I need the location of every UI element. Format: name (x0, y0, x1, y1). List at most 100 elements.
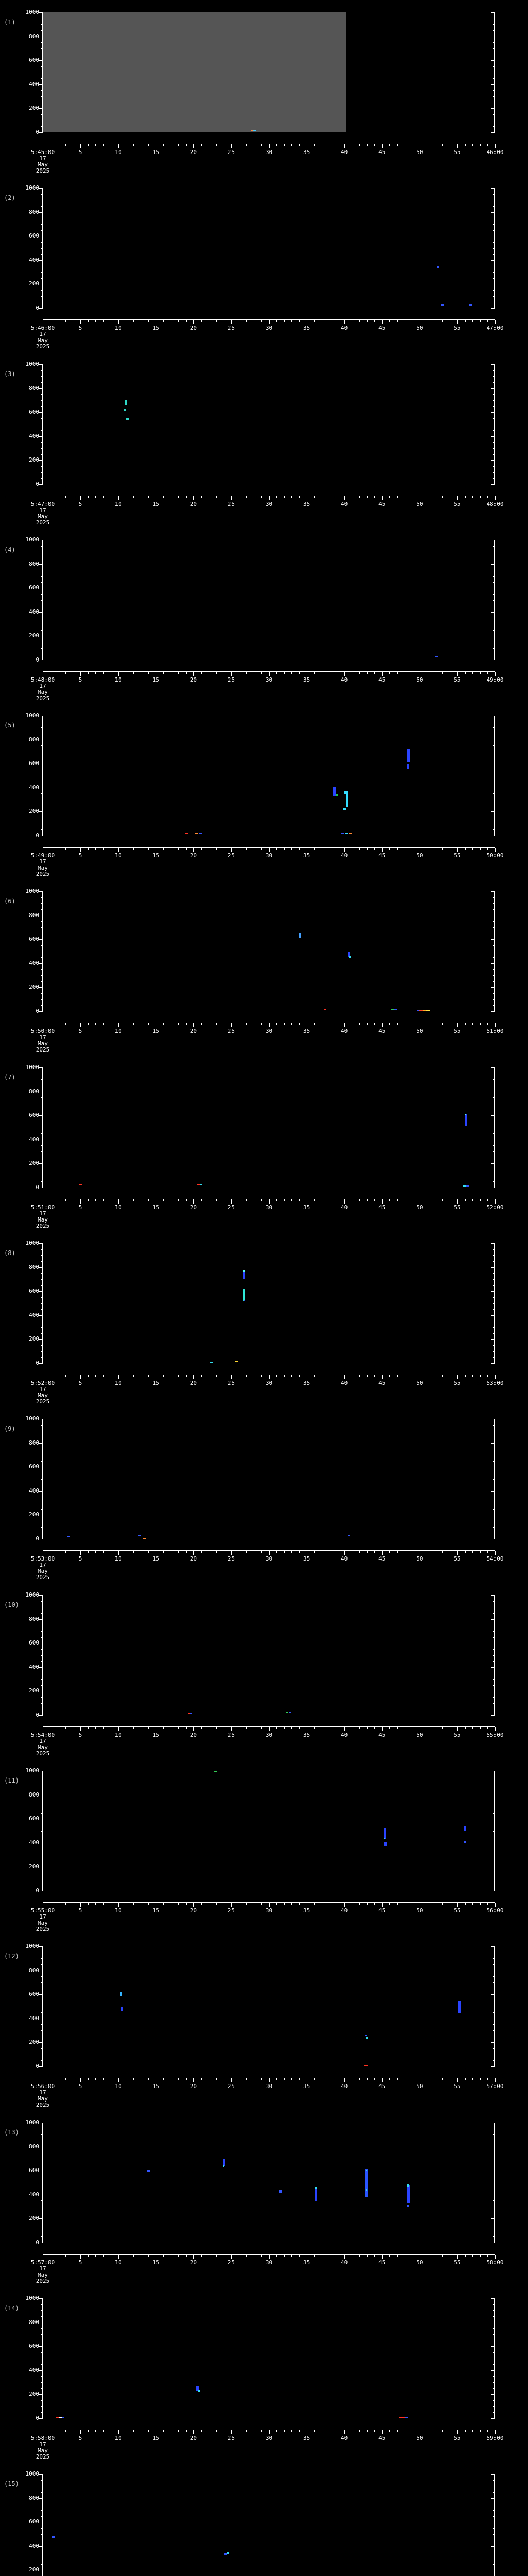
time-axis-line (43, 1550, 495, 1551)
x-tick-label: 25 (227, 501, 235, 507)
y-minor-tick (493, 242, 495, 243)
y-minor-tick (493, 1327, 495, 1328)
signal-mark (466, 1185, 469, 1187)
end-time-label: 56:00 (486, 1907, 504, 1914)
signal-mark (52, 2536, 55, 2538)
x-minor-tick (246, 496, 247, 498)
y-axis-line (42, 1067, 43, 1188)
x-minor-tick (367, 1023, 368, 1025)
y-major-tick (39, 1490, 43, 1492)
x-tick-label: 15 (152, 676, 159, 683)
y-tick-label: 400 (29, 2542, 39, 2549)
signal-mark (407, 2184, 409, 2187)
x-minor-tick (284, 2255, 285, 2257)
x-tick-label: 20 (190, 149, 197, 156)
panel-number-label: (14) (4, 2304, 19, 2312)
date-label: 17 (39, 2089, 46, 2096)
x-minor-tick (133, 2430, 134, 2432)
y-tick-label: 400 (29, 1839, 39, 1846)
y-major-tick (39, 963, 43, 964)
x-tick-label: 40 (341, 1555, 348, 1562)
x-minor-tick (359, 144, 360, 146)
y-tick-label: 1000 (25, 1767, 40, 1774)
y-minor-tick (41, 2492, 43, 2493)
x-minor-tick (389, 848, 390, 850)
y-minor-tick (493, 1812, 495, 1814)
y-major-tick (491, 212, 495, 213)
x-tick-label: 5 (78, 1380, 82, 1386)
y-minor-tick (41, 24, 43, 25)
y-minor-tick (493, 1249, 495, 1250)
x-minor-tick (291, 2078, 292, 2080)
y-major-tick (491, 2474, 495, 2475)
y-minor-tick (41, 2048, 43, 2049)
x-minor-tick (465, 1023, 466, 1025)
x-minor-tick (163, 320, 164, 322)
x-minor-tick (133, 1199, 134, 1201)
x-tick-label: 30 (265, 852, 273, 859)
y-minor-tick (493, 1703, 495, 1704)
x-minor-tick (163, 672, 164, 674)
x-tick-label: 10 (114, 1555, 122, 1562)
x-minor-tick (201, 1375, 202, 1377)
y-minor-tick (41, 1703, 43, 1704)
x-minor-tick (480, 1199, 481, 1201)
x-major-tick (344, 496, 345, 500)
x-minor-tick (291, 1727, 292, 1729)
y-minor-tick (41, 1249, 43, 1250)
y-minor-tick (41, 2406, 43, 2407)
x-tick-label: 40 (341, 501, 348, 507)
x-minor-tick (389, 1199, 390, 1201)
y-minor-tick (41, 96, 43, 97)
x-tick-label: 30 (265, 149, 273, 156)
y-major-tick (39, 260, 43, 261)
x-major-tick (231, 1199, 232, 1204)
x-minor-tick (389, 1727, 390, 1729)
x-minor-tick (465, 496, 466, 498)
start-time-label: 5:55:00 (30, 1907, 55, 1914)
y-minor-tick (41, 394, 43, 395)
x-minor-tick (163, 1375, 164, 1377)
x-major-tick (457, 1375, 458, 1379)
x-minor-tick (88, 1023, 89, 1025)
x-major-tick (382, 1023, 383, 1027)
x-minor-tick (487, 1023, 488, 1025)
x-tick-label: 10 (114, 1204, 122, 1211)
end-time-label: 55:00 (486, 1732, 504, 1738)
x-minor-tick (148, 2255, 149, 2257)
x-tick-label: 40 (341, 2083, 348, 2090)
x-minor-tick (367, 848, 368, 850)
y-minor-tick (41, 418, 43, 419)
y-major-tick (39, 1994, 43, 1995)
y-minor-tick (41, 909, 43, 910)
start-time-label: 5:46:00 (30, 325, 55, 331)
x-minor-tick (201, 2078, 202, 2080)
x-minor-tick (465, 1903, 466, 1905)
x-minor-tick (148, 320, 149, 322)
x-minor-tick (465, 1551, 466, 1553)
x-minor-tick (359, 848, 360, 850)
x-minor-tick (103, 144, 104, 146)
y-major-tick (491, 2298, 495, 2299)
signal-mark (391, 1008, 394, 1010)
x-minor-tick (201, 144, 202, 146)
x-tick-label: 25 (227, 325, 235, 331)
y-minor-tick (493, 1527, 495, 1528)
x-major-tick (382, 2078, 383, 2082)
x-tick-label: 35 (303, 325, 310, 331)
signal-mark (210, 1361, 213, 1363)
y-minor-tick (41, 745, 43, 747)
y-minor-tick (493, 1285, 495, 1286)
x-tick-label: 40 (341, 2259, 348, 2266)
y-tick-label: 0 (36, 1008, 39, 1014)
x-minor-tick (284, 848, 285, 850)
y-major-tick (491, 388, 495, 389)
x-minor-tick (291, 1199, 292, 1201)
y-minor-tick (41, 382, 43, 383)
x-major-tick (344, 1375, 345, 1379)
x-minor-tick (201, 2430, 202, 2432)
start-time-label: 5:51:00 (30, 1204, 55, 1211)
x-minor-tick (186, 1727, 187, 1729)
y-tick-label: 1000 (25, 712, 40, 719)
x-minor-tick (314, 1551, 315, 1553)
